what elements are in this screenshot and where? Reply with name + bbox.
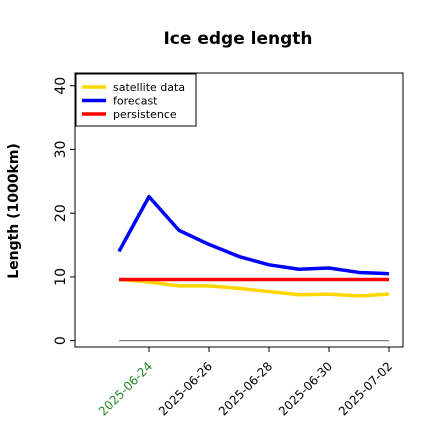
y-tick-label: 30	[53, 141, 69, 159]
y-tick-label: 10	[53, 268, 69, 286]
series-line-satellite-data	[118, 277, 390, 298]
y-tick-label: 0	[53, 336, 69, 345]
x-tick-label: 2025-07-02	[336, 359, 395, 418]
x-tick-label: 2025-06-26	[156, 359, 215, 418]
y-axis-label: Length (1000km)	[6, 143, 22, 279]
series-lines	[117, 194, 390, 342]
x-tick-label: 2025-06-24	[96, 359, 155, 418]
y-tick-label: 20	[53, 204, 69, 222]
x-tick-label: 2025-06-30	[276, 359, 335, 418]
legend-label: satellite data	[113, 81, 185, 94]
y-ticks: 0 10 20 30 40	[53, 77, 75, 345]
x-tick-label: 2025-06-28	[216, 359, 275, 418]
x-ticks: 2025-06-24 2025-06-26 2025-06-28 2025-06-30…	[96, 347, 395, 418]
y-tick-label: 40	[53, 77, 69, 95]
legend-label: forecast	[113, 95, 158, 108]
plot-frame	[74, 72, 404, 348]
chart-title: Ice edge length	[163, 29, 312, 49]
series-line-forecast	[117, 194, 390, 276]
legend-label: persistence	[113, 108, 177, 121]
